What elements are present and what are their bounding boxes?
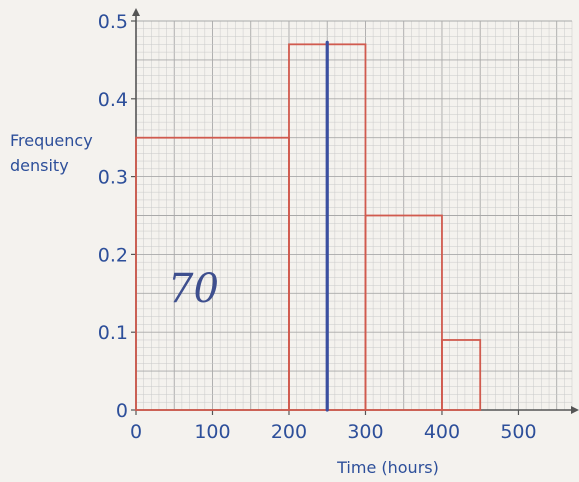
y-tick-label: 0: [116, 400, 128, 422]
y-axis-label-line-2: density: [10, 156, 69, 175]
histogram-bar-4: [441, 339, 482, 411]
y-axis-arrow: [132, 8, 140, 16]
histogram-bar-3: [364, 214, 443, 411]
x-axis-label: Time (hours): [336, 458, 439, 477]
x-tick-label: 500: [500, 421, 536, 443]
x-axis-arrow: [571, 406, 579, 414]
x-tick-label: 0: [130, 421, 142, 443]
x-tick-label: 400: [424, 421, 460, 443]
x-tick-label: 200: [271, 421, 307, 443]
y-tick-label: 0.1: [98, 322, 128, 344]
y-tick-label: 0.4: [98, 89, 128, 111]
grid: [135, 20, 573, 411]
y-tick-label: 0.3: [98, 167, 128, 189]
tick-labels: 0 100 200 300 400 500 0 0.1 0.2 0.3 0.4 0.5: [98, 11, 537, 443]
y-axis-label-line-1: Frequency: [10, 131, 93, 150]
y-tick-label: 0.5: [98, 11, 128, 33]
handwritten-note: 70: [168, 266, 219, 312]
y-tick-label: 0.2: [98, 244, 128, 266]
x-tick-label: 300: [347, 421, 383, 443]
axes: [131, 8, 579, 415]
x-tick-label: 100: [194, 421, 230, 443]
